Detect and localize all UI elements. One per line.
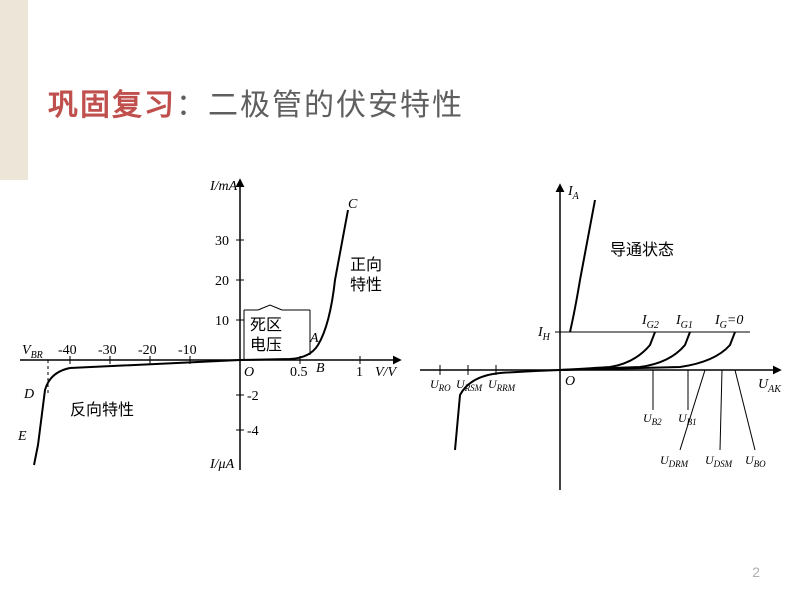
ytick-30: 30 <box>215 234 229 249</box>
y-label-bottom: I/μA <box>209 457 235 472</box>
y-label-ia: IA <box>567 184 580 202</box>
point-b: B <box>316 361 325 376</box>
deadzone-label-1: 死区 <box>250 317 282 334</box>
title-accent: 巩固复习 <box>48 89 176 122</box>
ursm-label: URSM <box>456 377 483 393</box>
ih-label: IH <box>537 325 551 343</box>
xtick-n30: -30 <box>98 343 117 358</box>
ub2-label: UB2 <box>643 411 662 427</box>
title-rest: ：二极管的伏安特性 <box>176 89 464 122</box>
forward-label-2: 特性 <box>350 276 382 294</box>
xtick-n40: -40 <box>58 343 77 358</box>
diode-iv-chart: 10 20 30 -2 -4 -40 -30 -20 -10 0.5 1 I/m… <box>10 160 410 510</box>
xtick-n10: -10 <box>178 343 197 358</box>
ig2-label: IG2 <box>641 313 659 331</box>
point-c: C <box>348 197 358 212</box>
origin-label: O <box>244 365 254 380</box>
x-label-uak: UAK <box>758 377 782 395</box>
ytick-20: 20 <box>215 274 229 289</box>
forward-label-1: 正向 <box>350 256 382 274</box>
udrm-label: UDRM <box>660 453 689 469</box>
point-a: A <box>309 331 319 346</box>
ytick-10: 10 <box>215 314 229 329</box>
udsm-label: UDSM <box>705 453 733 469</box>
ig0-label: IG=0 <box>714 313 743 331</box>
xtick-1: 1 <box>356 365 363 380</box>
charts-container: 10 20 30 -2 -4 -40 -30 -20 -10 0.5 1 I/m… <box>10 160 790 540</box>
thyristor-iv-chart: IA UAK O IH 导通状态 IG2 IG1 IG=0 URO URSM U… <box>410 160 790 510</box>
uro-label: URO <box>430 377 451 393</box>
xtick-0p5: 0.5 <box>290 365 308 380</box>
xtick-n20: -20 <box>138 343 157 358</box>
on-state-label: 导通状态 <box>610 241 674 259</box>
point-d: D <box>23 387 34 402</box>
page-title: 巩固复习：二极管的伏安特性 <box>48 80 464 124</box>
page-number: 2 <box>752 564 760 580</box>
decorative-stripe <box>0 0 28 180</box>
ytick-n2: -2 <box>247 389 259 404</box>
urrm-label: URRM <box>488 377 516 393</box>
y-label-top: I/mA <box>209 179 238 194</box>
vbr-label: VBR <box>22 343 43 361</box>
origin-o: O <box>565 374 575 389</box>
x-label: V/V <box>375 365 397 380</box>
ubo-label: UBO <box>745 453 766 469</box>
ig1-label: IG1 <box>675 313 693 331</box>
ub1-label: UB1 <box>678 411 697 427</box>
ytick-n4: -4 <box>247 424 259 439</box>
deadzone-label-2: 电压 <box>250 336 282 354</box>
reverse-label: 反向特性 <box>70 401 134 419</box>
point-e: E <box>17 429 27 444</box>
